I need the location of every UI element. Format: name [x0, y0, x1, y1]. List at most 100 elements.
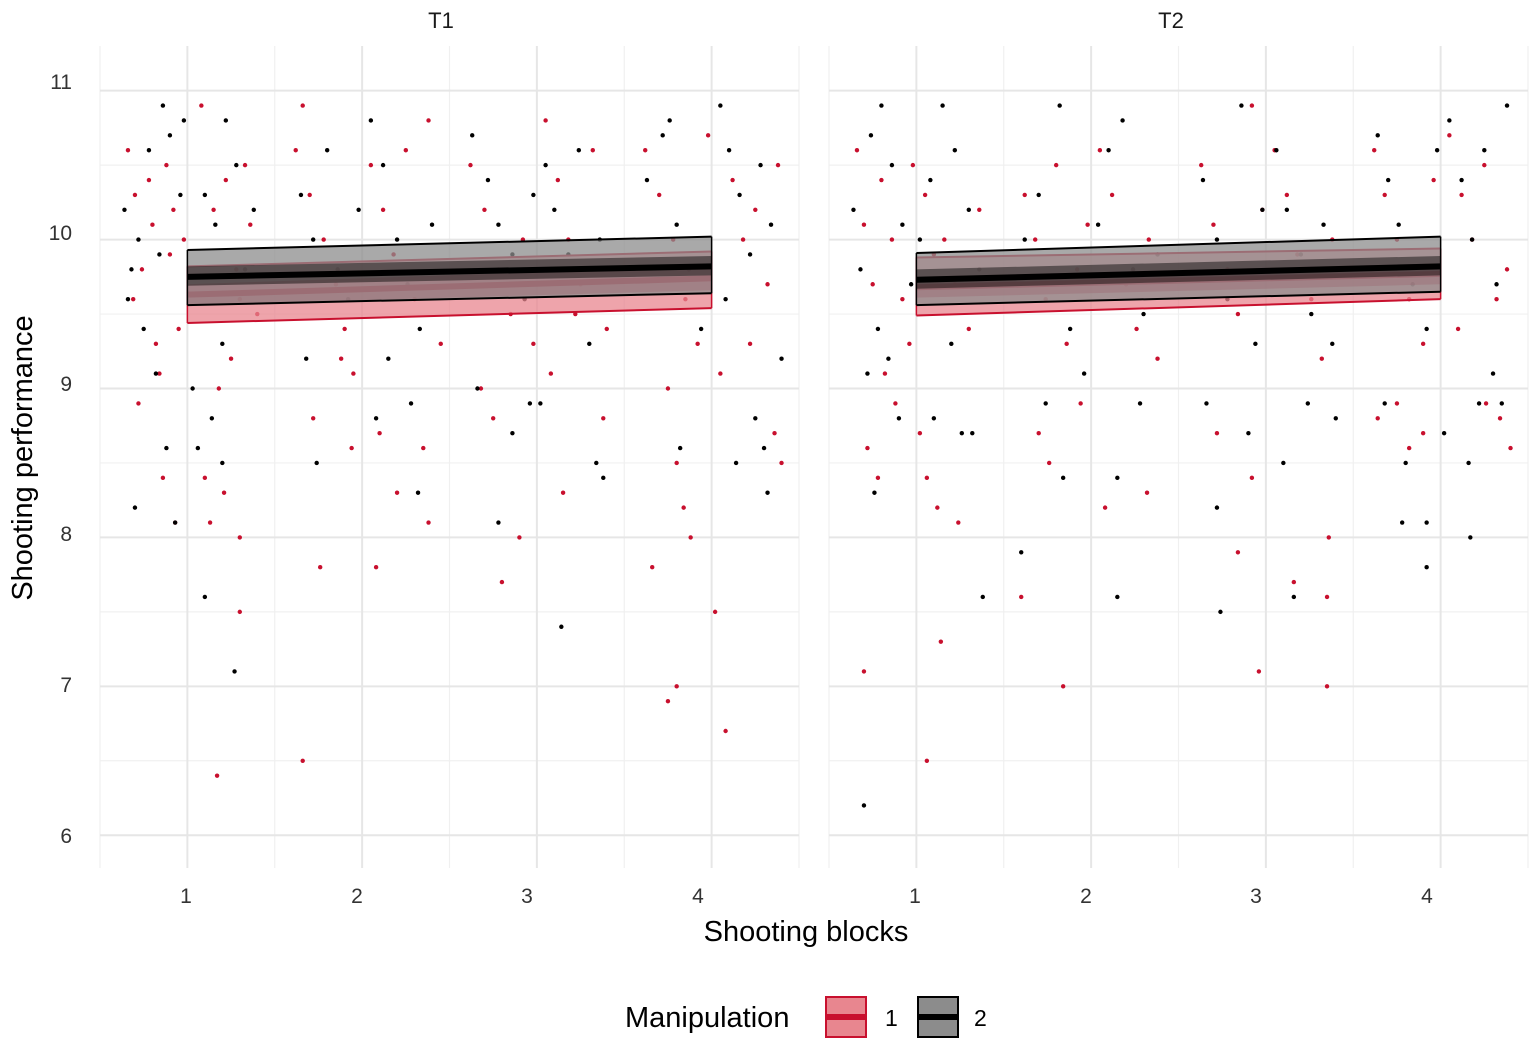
data-point [1022, 192, 1027, 198]
data-point [307, 192, 312, 198]
data-point [1064, 341, 1069, 347]
fit-manipulation-2 [915, 235, 1442, 307]
ci-bound-lower [187, 307, 712, 324]
data-point [1468, 535, 1473, 540]
data-point [209, 416, 215, 421]
data-point [157, 252, 162, 257]
data-point [560, 490, 566, 495]
data-point [351, 371, 356, 376]
data-point [1081, 371, 1087, 376]
data-point [1144, 490, 1150, 495]
data-point [1281, 460, 1286, 466]
data-point [1326, 535, 1331, 540]
data-point [1155, 356, 1160, 361]
data-point [510, 430, 515, 436]
fit-line [916, 263, 1441, 283]
data-point [698, 326, 704, 332]
data-point [310, 416, 316, 421]
data-point [718, 103, 723, 108]
data-point [851, 207, 856, 213]
data-point [896, 416, 902, 421]
data-point [552, 207, 557, 213]
data-point [854, 148, 860, 153]
data-point [195, 445, 201, 451]
data-point [220, 460, 225, 466]
data-point [576, 148, 582, 153]
data-point [415, 490, 421, 495]
data-point [1305, 401, 1311, 406]
data-point [380, 207, 386, 213]
data-point [1291, 594, 1297, 600]
data-point [368, 118, 374, 123]
data-point [1235, 311, 1241, 317]
data-point [160, 103, 166, 108]
data-point [889, 237, 895, 242]
data-point [251, 207, 256, 213]
data-point [338, 356, 344, 361]
data-point [674, 684, 679, 689]
data-point [601, 416, 606, 421]
data-point [555, 177, 561, 183]
data-point [1469, 237, 1475, 242]
data-point [136, 401, 141, 406]
data-point [1375, 133, 1380, 138]
data-point [1375, 416, 1380, 421]
data-point [1324, 594, 1330, 600]
ci-bound-upper [916, 235, 1441, 254]
data-point [1447, 133, 1452, 138]
data-point [211, 207, 216, 213]
data-point [1115, 475, 1120, 481]
y-tick-label: 7 [60, 674, 72, 697]
data-point [1060, 475, 1066, 481]
data-point [1046, 460, 1052, 466]
data-point [202, 475, 208, 481]
data-point [705, 133, 711, 138]
data-point [1078, 401, 1083, 406]
data-point [1239, 103, 1244, 108]
data-point [868, 133, 874, 138]
data-point [928, 177, 933, 183]
data-point [1085, 222, 1090, 227]
data-point [1218, 609, 1223, 615]
data-point [157, 371, 162, 376]
data-point [232, 669, 237, 674]
data-point [559, 624, 564, 629]
x-tick-label: 2 [351, 885, 363, 908]
data-point [980, 594, 985, 600]
data-point [242, 162, 248, 168]
data-point [1455, 326, 1461, 332]
data-point [1019, 594, 1024, 600]
data-point [429, 222, 435, 227]
data-point [726, 148, 732, 153]
data-point [872, 490, 877, 495]
data-point [237, 609, 242, 615]
data-point [966, 207, 971, 213]
data-point [125, 296, 131, 302]
data-point [1115, 594, 1120, 600]
data-point [221, 490, 227, 495]
data-point [966, 326, 971, 332]
data-point [386, 356, 391, 361]
data-point [1497, 416, 1503, 421]
data-point [167, 133, 173, 138]
data-point [1399, 520, 1405, 525]
data-point [1482, 148, 1487, 153]
data-point [1102, 505, 1108, 510]
data-point [882, 371, 888, 376]
data-point [1291, 579, 1297, 585]
gridlines [828, 46, 1529, 868]
data-point [718, 371, 723, 376]
data-point [153, 371, 159, 376]
x-tick-label: 4 [1421, 885, 1433, 908]
data-point [1396, 222, 1401, 227]
data-point [1508, 445, 1513, 451]
data-point [475, 386, 480, 391]
data-point [167, 252, 173, 257]
data-point [1382, 401, 1387, 406]
data-point [237, 535, 242, 540]
data-point [141, 326, 146, 332]
data-point [875, 475, 881, 481]
data-point [485, 177, 491, 183]
data-point [1494, 282, 1499, 287]
data-point [543, 118, 548, 123]
